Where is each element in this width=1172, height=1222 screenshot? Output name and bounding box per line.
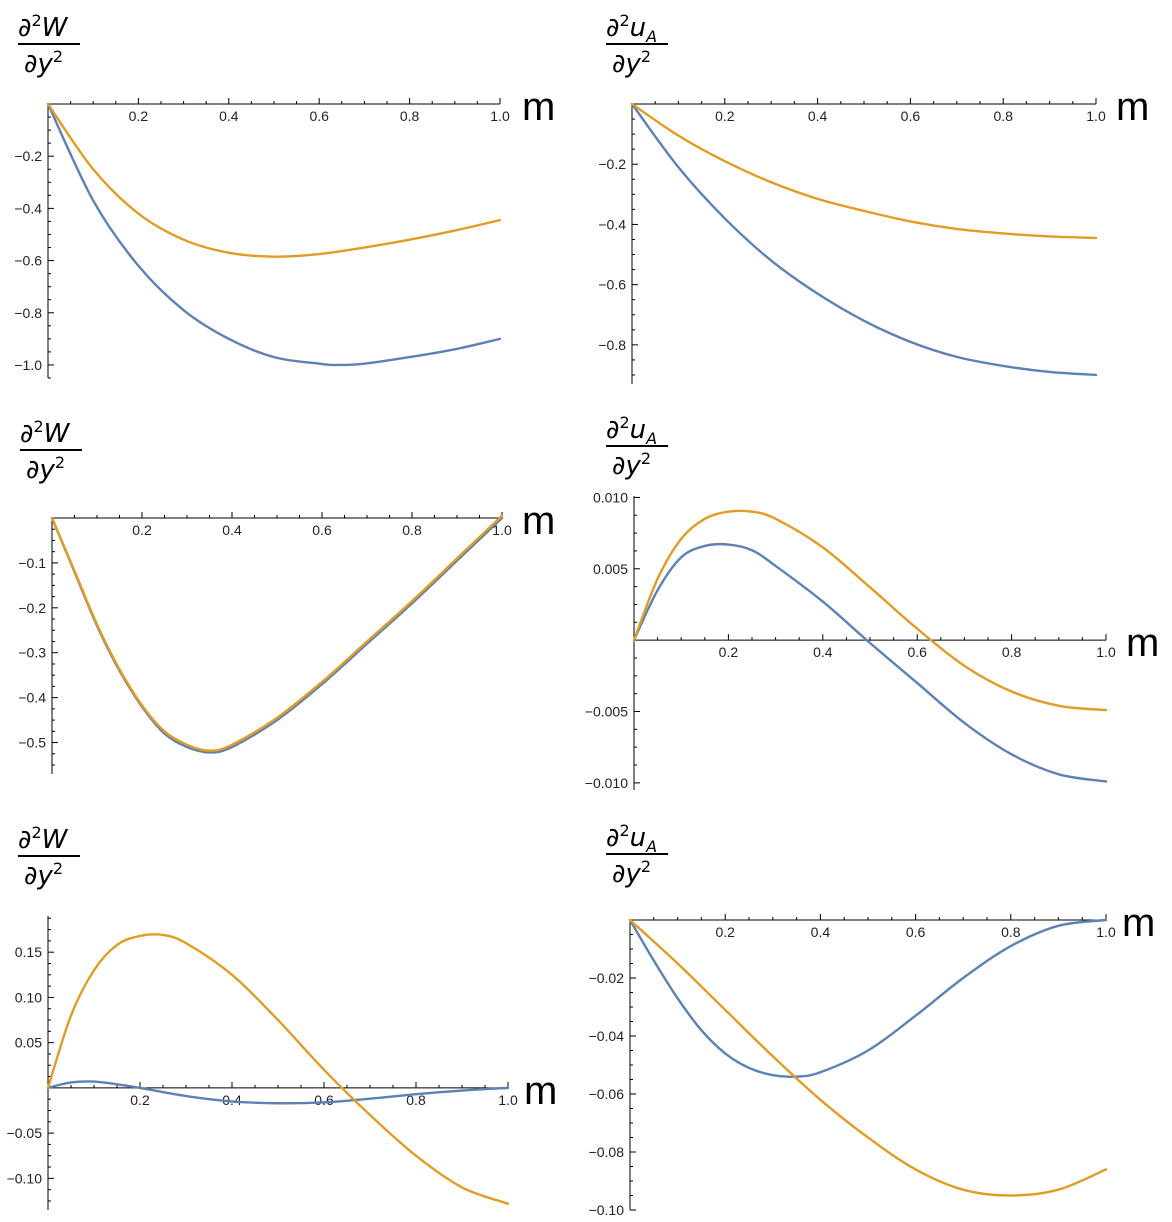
y-tick-label: −0.8 bbox=[14, 305, 42, 321]
chart-panel-1: 0.2 0.4 0.6 0.8 1.0 −0.2 −0.4 −0.6 −0.8 −1.0 m ∂2W ∂… bbox=[14, 11, 555, 379]
x-tick-label: 0.2 bbox=[129, 108, 149, 124]
x-tick-label: 0.6 bbox=[309, 108, 329, 124]
x-tick-label: 1.0 bbox=[1096, 924, 1116, 940]
y-axis-label-denominator: ∂y2 bbox=[26, 453, 65, 485]
x-tick-label: 0.4 bbox=[222, 522, 242, 538]
y-tick-label: −0.04 bbox=[589, 1028, 625, 1044]
x-tick-label: 0.4 bbox=[813, 644, 833, 660]
y-tick-label: −0.02 bbox=[589, 970, 625, 986]
x-tick-label: 0.2 bbox=[715, 108, 735, 124]
x-tick-label: 0.4 bbox=[222, 1092, 242, 1108]
y-tick-label: −0.010 bbox=[585, 775, 628, 791]
y-axis-label-denominator: ∂y2 bbox=[24, 859, 63, 891]
series-line-1 bbox=[46, 102, 502, 367]
x-tick-label: 0.6 bbox=[906, 924, 926, 940]
y-tick-label: −0.005 bbox=[585, 704, 628, 720]
x-tick-label: 0.6 bbox=[901, 108, 921, 124]
x-tick-label: 0.8 bbox=[993, 108, 1013, 124]
y-axis-label-numerator: ∂2uA bbox=[606, 821, 657, 856]
x-tick-label: 1.0 bbox=[490, 108, 510, 124]
y-tick-label: 0.010 bbox=[593, 489, 628, 505]
x-axis-label: m bbox=[1116, 85, 1149, 129]
y-tick-label: −0.4 bbox=[18, 690, 46, 706]
chart-panel-6: 0.2 0.4 0.6 0.8 1.0 −0.02 −0.04 −0.06 −0.08 −0.10… bbox=[589, 821, 1156, 1218]
x-tick-label: 0.8 bbox=[400, 108, 420, 124]
y-axis-label-numerator: ∂2W bbox=[20, 417, 71, 449]
y-axis-label-numerator: ∂2W bbox=[18, 823, 69, 855]
series-line-2 bbox=[46, 102, 502, 258]
x-tick-label: 1.0 bbox=[1096, 644, 1116, 660]
y-tick-label: −0.4 bbox=[14, 200, 42, 216]
y-tick-label: −0.3 bbox=[18, 645, 46, 661]
series-line-2 bbox=[50, 514, 504, 752]
y-tick-label: −0.1 bbox=[18, 555, 46, 571]
x-tick-label: 0.8 bbox=[1002, 644, 1022, 660]
x-tick-label: 0.2 bbox=[132, 522, 152, 538]
x-tick-label: 0.8 bbox=[402, 522, 422, 538]
y-axis-label-denominator: ∂y2 bbox=[612, 857, 651, 889]
y-axis-label-denominator: ∂y2 bbox=[24, 47, 63, 79]
y-axis-label-numerator: ∂2W bbox=[18, 11, 69, 43]
x-tick-label: 0.6 bbox=[314, 1092, 334, 1108]
series-line-1 bbox=[630, 102, 1098, 377]
x-tick-label: 0.2 bbox=[715, 924, 735, 940]
x-tick-label: 0.4 bbox=[808, 108, 828, 124]
x-tick-label: 0.2 bbox=[719, 644, 739, 660]
chart-panel-2: 0.2 0.4 0.6 0.8 1.0 −0.2 −0.4 −0.6 −0.8 m ∂2uA∂y2 bbox=[598, 11, 1149, 384]
y-tick-label: −0.2 bbox=[18, 600, 46, 616]
x-axis-label: m bbox=[524, 1069, 557, 1113]
x-tick-label: 0.2 bbox=[130, 1092, 150, 1108]
y-axis-label-numerator: ∂2uA bbox=[606, 413, 657, 448]
x-tick-label: 0.6 bbox=[312, 522, 332, 538]
y-axis-label-denominator: ∂y2 bbox=[612, 449, 651, 481]
chart-panel-4: 0.2 0.4 0.6 0.8 1.0 0.010 0.005 −0.005 −0.010 m ∂2… bbox=[585, 413, 1160, 791]
y-axis-label-denominator: ∂y2 bbox=[612, 47, 651, 79]
x-tick-label: 0.4 bbox=[219, 108, 239, 124]
y-tick-label: 0.10 bbox=[15, 989, 42, 1005]
x-tick-label: 0.4 bbox=[811, 924, 831, 940]
series-line-1 bbox=[46, 1080, 510, 1105]
y-axis-label-numerator: ∂2uA bbox=[606, 11, 657, 46]
x-tick-label: 0.6 bbox=[907, 644, 927, 660]
y-tick-label: −0.10 bbox=[589, 1202, 625, 1218]
y-tick-label: −0.10 bbox=[7, 1170, 43, 1186]
y-tick-label: 0.005 bbox=[593, 561, 628, 577]
chart-panel-3: 0.2 0.4 0.6 0.8 1.0 −0.1 −0.2 −0.3 −0.4 −0.5 m ∂2W ∂… bbox=[18, 417, 555, 774]
y-tick-label: 0.15 bbox=[15, 944, 42, 960]
series-line-1 bbox=[628, 918, 1108, 1078]
x-tick-label: 1.0 bbox=[498, 1092, 518, 1108]
y-tick-label: −0.5 bbox=[18, 735, 46, 751]
x-tick-label: 0.8 bbox=[406, 1092, 426, 1108]
x-tick-label: 1.0 bbox=[1086, 108, 1106, 124]
y-tick-label: −0.6 bbox=[14, 253, 42, 269]
y-tick-label: −0.4 bbox=[598, 216, 626, 232]
y-tick-label: −0.08 bbox=[589, 1144, 625, 1160]
y-tick-label: −0.2 bbox=[598, 156, 626, 172]
y-tick-label: −0.05 bbox=[7, 1125, 43, 1141]
y-tick-label: −1.0 bbox=[14, 357, 42, 373]
series-line-2 bbox=[632, 509, 1108, 712]
y-tick-label: −0.2 bbox=[14, 148, 42, 164]
x-tick-label: 0.8 bbox=[1001, 924, 1021, 940]
x-axis-label: m bbox=[522, 499, 555, 543]
y-tick-label: −0.6 bbox=[598, 277, 626, 293]
series-line-2 bbox=[630, 102, 1098, 240]
series-line-1 bbox=[632, 542, 1108, 783]
y-tick-label: −0.8 bbox=[598, 337, 626, 353]
x-axis-label: m bbox=[1126, 621, 1159, 665]
x-axis-label: m bbox=[522, 85, 555, 129]
series-line-2 bbox=[628, 918, 1108, 1197]
series-line-2 bbox=[46, 933, 510, 1205]
x-tick-label: 1.0 bbox=[492, 522, 512, 538]
x-axis-label: m bbox=[1122, 901, 1155, 945]
y-tick-label: 0.05 bbox=[15, 1035, 42, 1051]
chart-panel-5: 0.2 0.4 0.6 0.8 1.0 0.15 0.10 0.05 −0.05 −0.10 m ∂2… bbox=[7, 823, 557, 1210]
y-tick-label: −0.06 bbox=[589, 1086, 625, 1102]
